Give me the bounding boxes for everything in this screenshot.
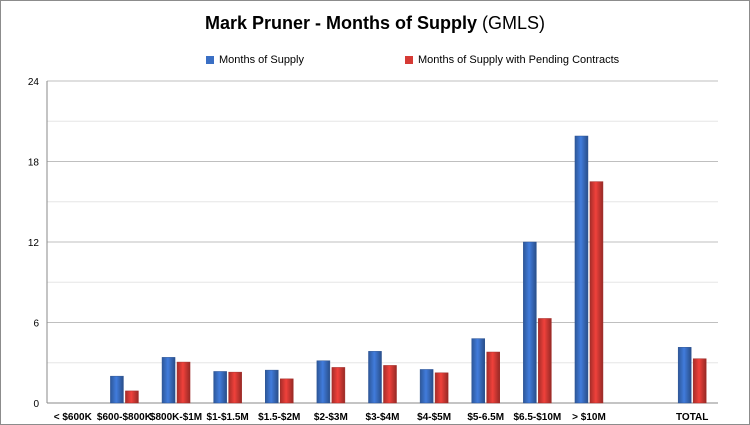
bars (110, 135, 707, 404)
y-tick-label: 6 (33, 319, 39, 330)
y-tick-label: 12 (28, 238, 40, 249)
chart-title-subtitle: (GMLS) (482, 13, 546, 33)
x-category-label: $6.5-$10M (513, 412, 561, 423)
bar-pending-contracts (383, 365, 397, 404)
bar-months-of-supply (265, 369, 279, 404)
bar-months-of-supply (368, 351, 382, 404)
bar-months-of-supply (471, 338, 485, 404)
bar-months-of-supply (419, 369, 434, 404)
x-category-label: < $600K (54, 412, 93, 423)
bar-pending-contracts (228, 371, 242, 404)
legend-label: Months of Supply (219, 54, 304, 66)
chart-legend: Months of Supply Months of Supply with P… (1, 54, 749, 70)
bar-pending-contracts (486, 351, 500, 404)
x-category-label: $1-$1.5M (207, 412, 249, 423)
bar-months-of-supply (523, 241, 537, 404)
bar-pending-contracts (692, 358, 707, 404)
bar-months-of-supply (316, 360, 331, 404)
x-axis: < $600K $600-$800K$800K-$1M $1-$1.5M $1.5-$… (54, 412, 709, 423)
y-tick-label: 24 (28, 77, 40, 88)
legend-item-pending-contracts: Months of Supply with Pending Contracts (405, 54, 619, 66)
y-tick-label: 18 (28, 158, 40, 169)
legend-swatch-red (405, 56, 413, 64)
bar-pending-contracts (589, 181, 604, 404)
x-category-label: $4-$5M (417, 412, 451, 423)
x-category-label: TOTAL (676, 412, 708, 423)
x-category-label: > $10M (572, 412, 606, 423)
legend-label: Months of Supply with Pending Contracts (418, 54, 620, 66)
x-category-label: $2-$3M (314, 412, 348, 423)
bar-pending-contracts (125, 390, 139, 404)
bar-months-of-supply (677, 347, 692, 404)
chart-title-main: Mark Pruner - Months of Supply (204, 13, 477, 33)
bar-pending-contracts (176, 361, 191, 404)
bar-months-of-supply (161, 357, 176, 404)
legend-swatch-blue (206, 56, 214, 64)
bar-months-of-supply (213, 371, 227, 404)
bar-pending-contracts (434, 372, 449, 404)
bar-pending-contracts (538, 318, 552, 404)
chart-title: Mark Pruner - Months of Supply (GMLS) (1, 13, 749, 34)
y-axis: 0 6 12 18 24 (28, 77, 40, 410)
bar-pending-contracts (280, 378, 294, 404)
bar-months-of-supply (110, 375, 124, 404)
legend-item-months-of-supply: Months of Supply (206, 54, 304, 66)
bar-pending-contracts (331, 367, 346, 404)
x-category-label: $800K-$1M (150, 412, 202, 423)
x-category-label: $1.5-$2M (258, 412, 300, 423)
gridlines (46, 80, 718, 404)
x-category-label: $600-$800K (97, 412, 153, 423)
bar-months-of-supply (574, 135, 589, 404)
x-category-label: $5-6.5M (467, 412, 504, 423)
y-tick-label: 0 (33, 399, 39, 410)
x-category-label: $3-$4M (366, 412, 400, 423)
